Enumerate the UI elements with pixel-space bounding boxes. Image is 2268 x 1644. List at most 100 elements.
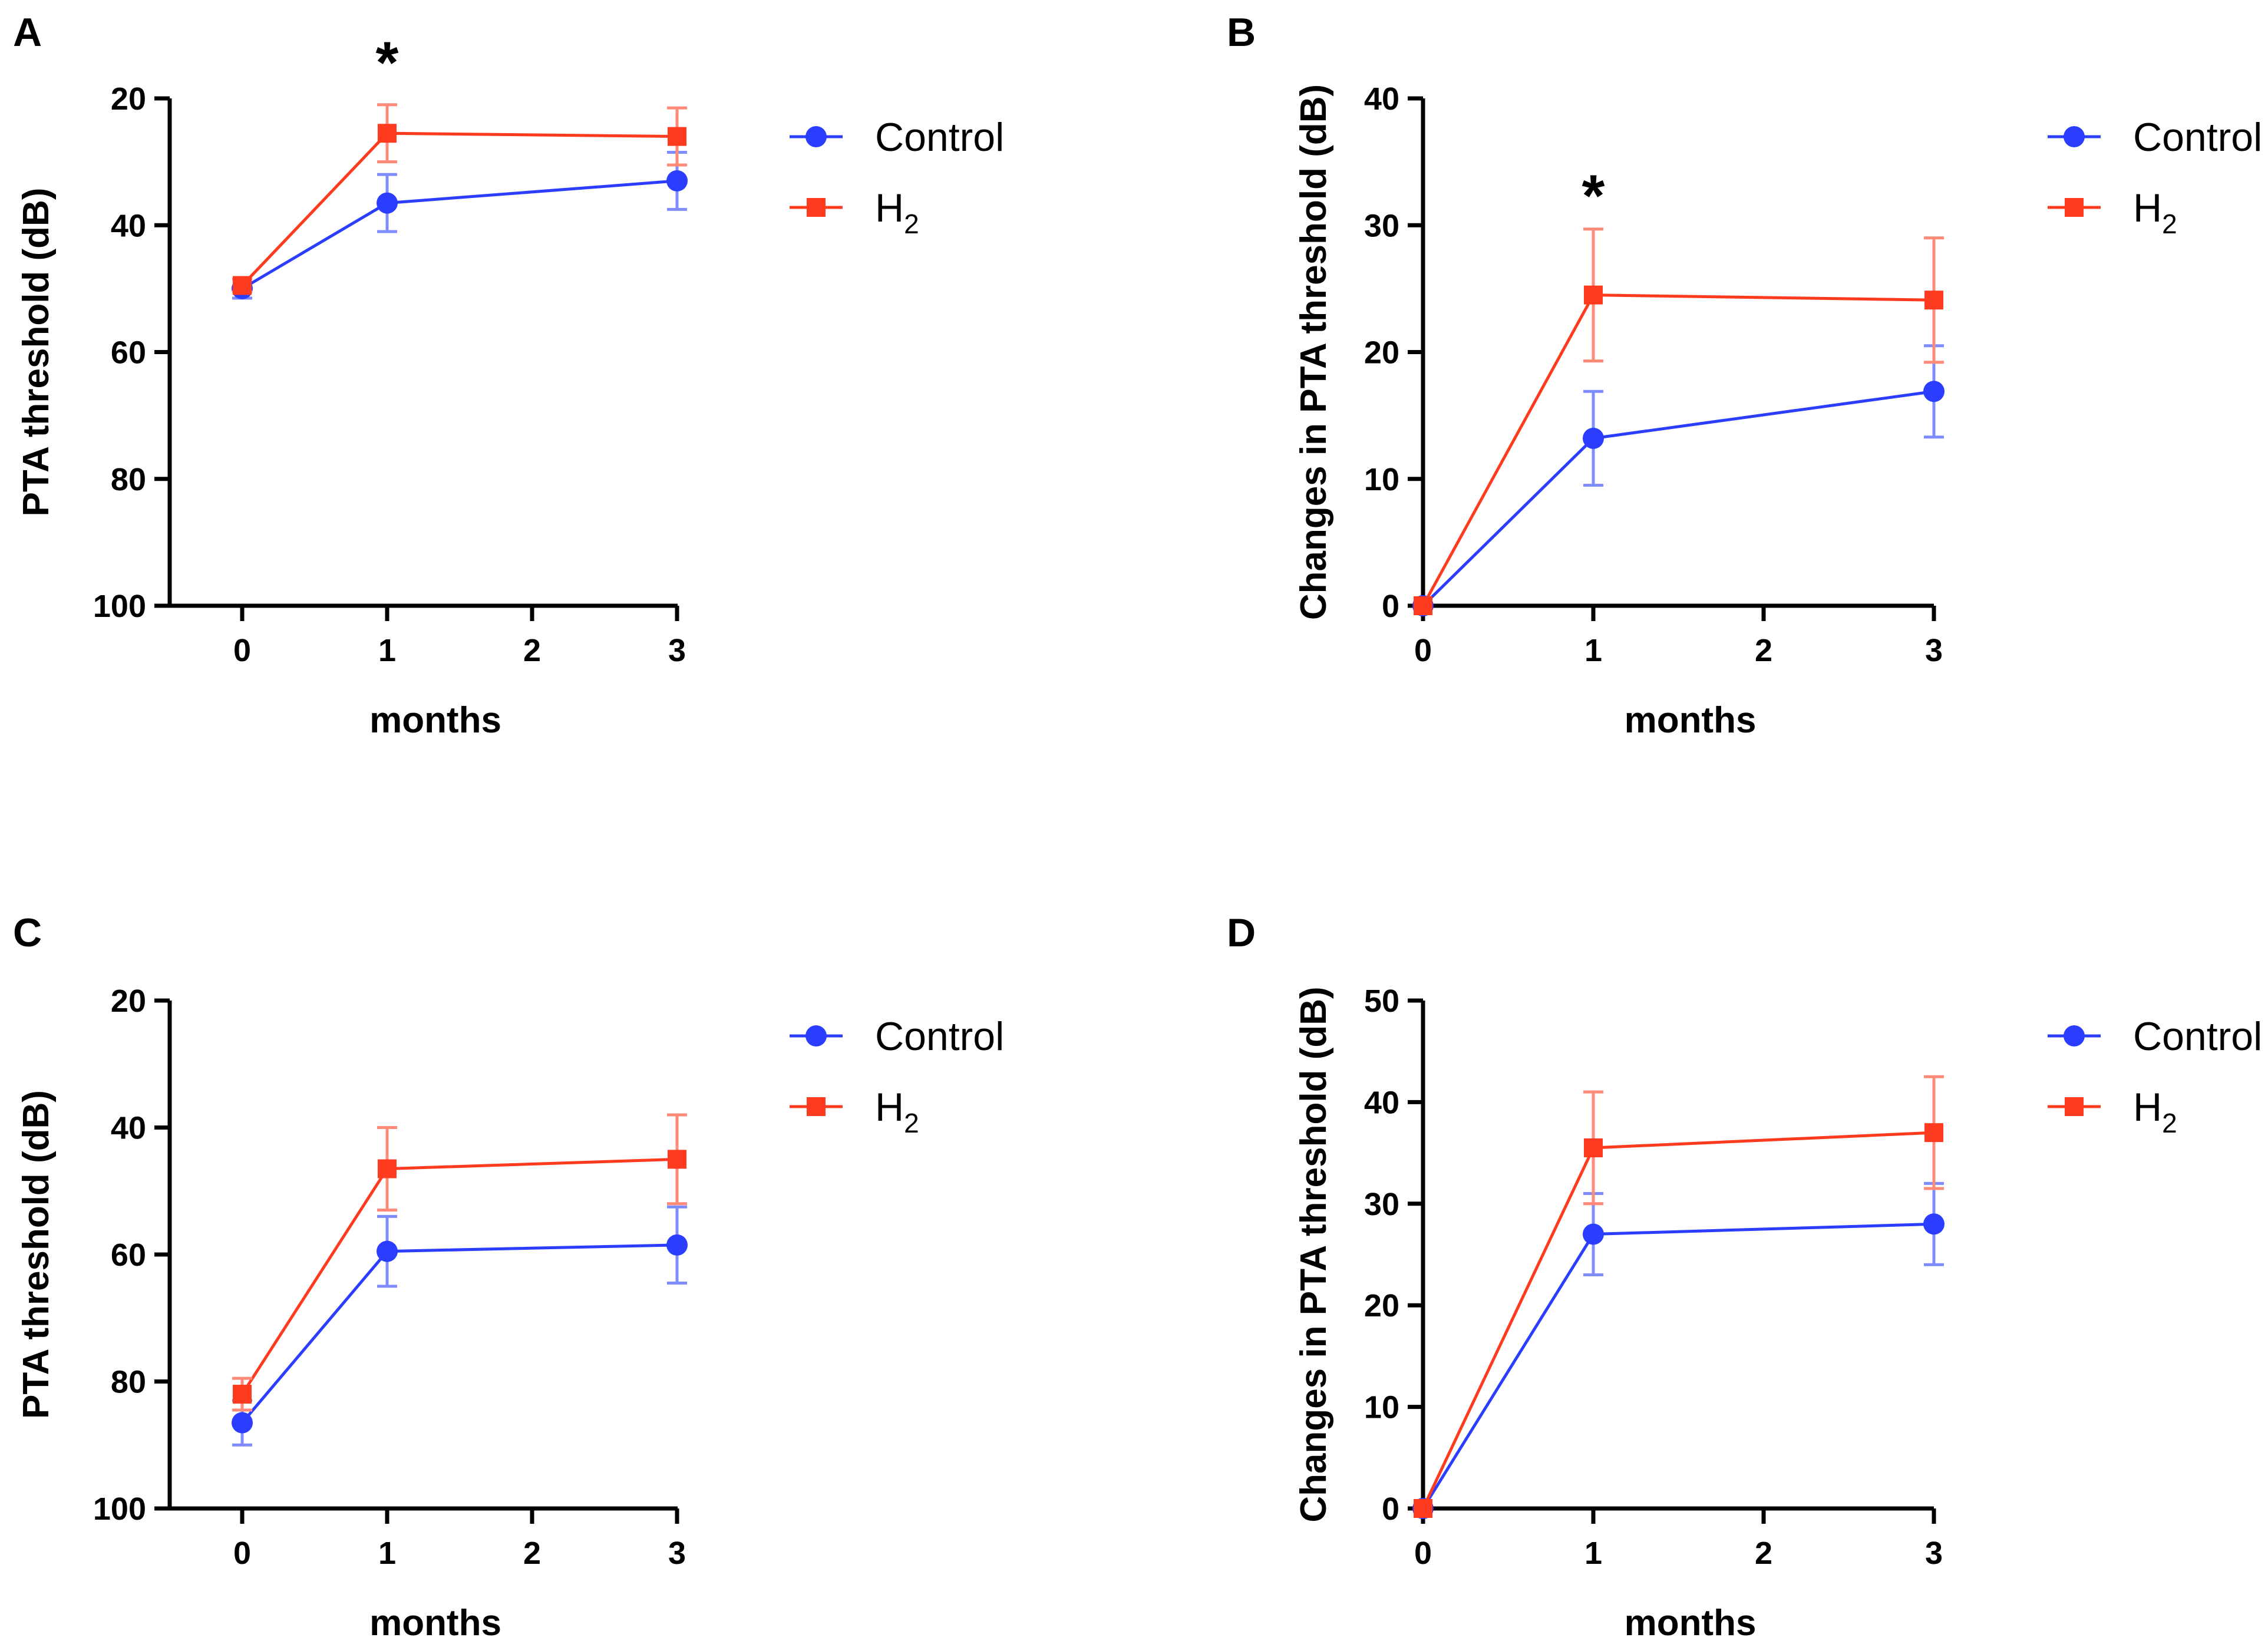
chart-panel-c: C 20 40 60 80 100 0 1 2 3 months PTA threshold (dB)… [13, 910, 1004, 1643]
data-point-h2 [1584, 285, 1603, 305]
legend-label-control: Control [875, 1014, 1004, 1059]
x-tick-label: 0 [1414, 633, 1432, 668]
legend-label-subscript: 2 [2162, 209, 2177, 239]
legend-marker-h2 [807, 1097, 826, 1116]
x-axis-label: months [1625, 1603, 1757, 1643]
data-point-h2 [1924, 1123, 1943, 1143]
x-tick-label: 3 [668, 1536, 686, 1571]
legend-marker-h2 [807, 198, 826, 217]
data-point-h2 [1414, 1499, 1432, 1518]
legend-marker-control [2064, 126, 2085, 147]
data-point-h2 [233, 276, 252, 295]
legend-marker-control [2064, 1025, 2085, 1047]
x-tick-label: 0 [233, 1536, 251, 1571]
legend-label-main: H [2133, 186, 2162, 230]
legend: Control H2 [2048, 115, 2262, 239]
data-point-control [1583, 1223, 1604, 1245]
series-line-h2 [1421, 1131, 1934, 1510]
legend-label-main: H [875, 1085, 904, 1130]
y-tick-label: 30 [1364, 1187, 1399, 1222]
data-point-h2 [378, 124, 397, 143]
chart-panel-a: A 20 40 60 80 100 0 1 2 3 months PTA threshold (dB)… [13, 10, 1004, 741]
panel-letter: C [13, 910, 42, 955]
x-tick-label: 0 [1414, 1536, 1432, 1571]
data-point-h2 [1414, 596, 1432, 615]
legend-label-subscript: 2 [2162, 1108, 2177, 1138]
data-point-control [377, 1240, 398, 1262]
y-tick-label: 0 [1382, 1491, 1399, 1527]
data-point-control [1923, 381, 1945, 402]
series-line-control [1422, 389, 1934, 607]
y-tick-label: 20 [1364, 335, 1399, 371]
data-point-h2 [1584, 1138, 1603, 1157]
y-tick-label: 10 [1364, 462, 1399, 497]
legend-marker-h2 [2065, 1097, 2084, 1116]
chart-panel-b: B 0 10 20 30 40 0 1 2 3 months Changes in PTA thres… [1227, 10, 2262, 741]
y-tick-label: 40 [111, 208, 146, 243]
data-point-h2 [233, 1385, 252, 1404]
y-tick-label: 20 [111, 983, 146, 1019]
y-tick-label: 10 [1364, 1390, 1399, 1425]
legend: Control H2 [790, 115, 1004, 239]
series-line-control [241, 1243, 678, 1424]
legend-label-h2: H2 [2133, 1085, 2177, 1138]
legend-label-h2: H2 [875, 1085, 919, 1138]
legend-label-main: H [875, 186, 904, 230]
y-axis-label: PTA threshold (dB) [16, 188, 57, 517]
x-axis-label: months [369, 700, 501, 741]
x-tick-label: 3 [1925, 1536, 1943, 1571]
y-tick-label: 80 [111, 1365, 146, 1400]
chart-panel-d: D 0 10 20 30 40 50 0 1 2 3 months Changes in PTA thr… [1227, 910, 2262, 1643]
legend-label-h2: H2 [2133, 186, 2177, 239]
y-tick-label: 30 [1364, 208, 1399, 243]
legend-marker-control [805, 1025, 827, 1047]
series-line-control [241, 179, 678, 290]
x-tick-label: 1 [378, 1536, 396, 1571]
x-tick-label: 2 [1755, 633, 1772, 668]
data-point-control [1583, 427, 1604, 449]
y-tick-label: 60 [111, 335, 146, 371]
legend-marker-h2 [2065, 198, 2084, 217]
x-tick-label: 3 [1925, 633, 1943, 668]
significance-asterisk: * [376, 29, 399, 95]
data-point-control [666, 1234, 688, 1256]
series-line-h2 [1421, 293, 1934, 607]
legend-label-control: Control [875, 115, 1004, 160]
data-point-control [377, 192, 398, 214]
y-axis-label: Changes in PTA threshold (dB) [1293, 84, 1334, 620]
panel-letter: A [13, 10, 42, 55]
data-point-h2 [668, 1150, 686, 1169]
panel-letter: B [1227, 10, 1256, 55]
legend-label-control: Control [2133, 115, 2262, 160]
legend: Control H2 [790, 1014, 1004, 1138]
x-axis-label: months [1625, 700, 1757, 741]
significance-asterisk: * [1582, 163, 1605, 229]
x-tick-label: 2 [523, 633, 541, 668]
x-tick-label: 2 [523, 1536, 541, 1571]
panel-letter: D [1227, 910, 1256, 955]
legend: Control H2 [2048, 1014, 2262, 1138]
x-tick-label: 0 [233, 633, 251, 668]
y-tick-label: 100 [93, 589, 146, 624]
series-line-control [1421, 1222, 1934, 1510]
y-tick-label: 50 [1364, 983, 1399, 1019]
series-line-h2 [241, 131, 678, 287]
data-point-h2 [1924, 290, 1943, 310]
legend-label-subscript: 2 [904, 209, 919, 239]
y-tick-label: 80 [111, 462, 146, 497]
x-axis-label: months [369, 1603, 501, 1643]
y-axis-label: PTA threshold (dB) [16, 1090, 57, 1419]
y-tick-label: 40 [1364, 1085, 1399, 1120]
y-axis-label: Changes in PTA threshold (dB) [1293, 986, 1334, 1522]
x-tick-label: 2 [1755, 1536, 1772, 1571]
series-line-h2 [240, 1157, 678, 1395]
x-tick-label: 1 [1584, 633, 1602, 668]
y-tick-label: 20 [111, 81, 146, 117]
legend-label-h2: H2 [875, 186, 919, 239]
legend-label-control: Control [2133, 1014, 2262, 1059]
y-tick-label: 100 [93, 1491, 146, 1527]
data-point-h2 [378, 1159, 397, 1178]
y-tick-label: 60 [111, 1237, 146, 1273]
data-point-h2 [668, 127, 686, 146]
